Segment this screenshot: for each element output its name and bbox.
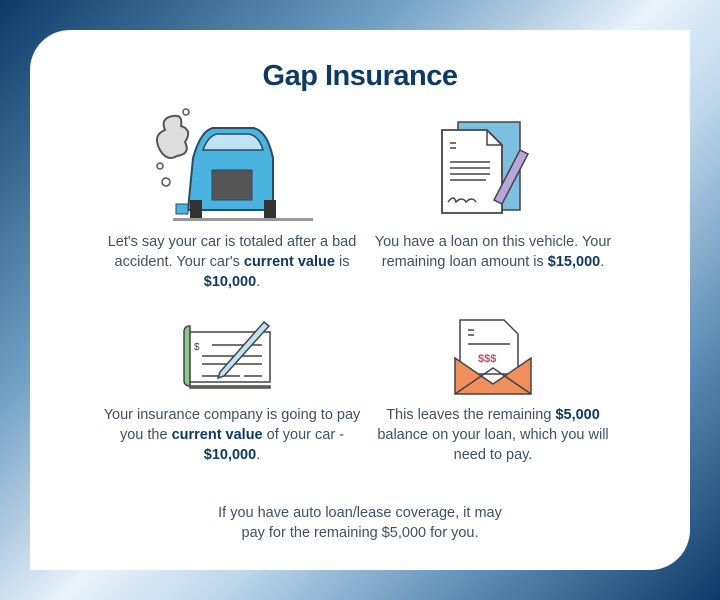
wrecked-car-icon	[155, 108, 313, 221]
bill-envelope-icon: $$$	[454, 319, 532, 395]
svg-text:$: $	[194, 342, 200, 353]
step-4-text: This leaves the remaining $5,000 balance…	[377, 407, 609, 463]
infographic-card: Gap Insurance Let's say your car is tota…	[30, 30, 690, 570]
footer-note: If you have auto loan/lease coverage, it…	[218, 505, 502, 541]
check-and-pen-icon: $	[183, 320, 271, 389]
step-1-text: Let's say your car is totaled after a ba…	[107, 234, 357, 290]
step-3-text: Your insurance company is going to pay y…	[103, 407, 361, 463]
step-2-text: You have a loan on this vehicle. Your re…	[374, 234, 612, 270]
svg-text:$$$: $$$	[478, 353, 496, 365]
signed-document-icon	[441, 121, 530, 214]
page-title: Gap Insurance	[262, 60, 458, 92]
